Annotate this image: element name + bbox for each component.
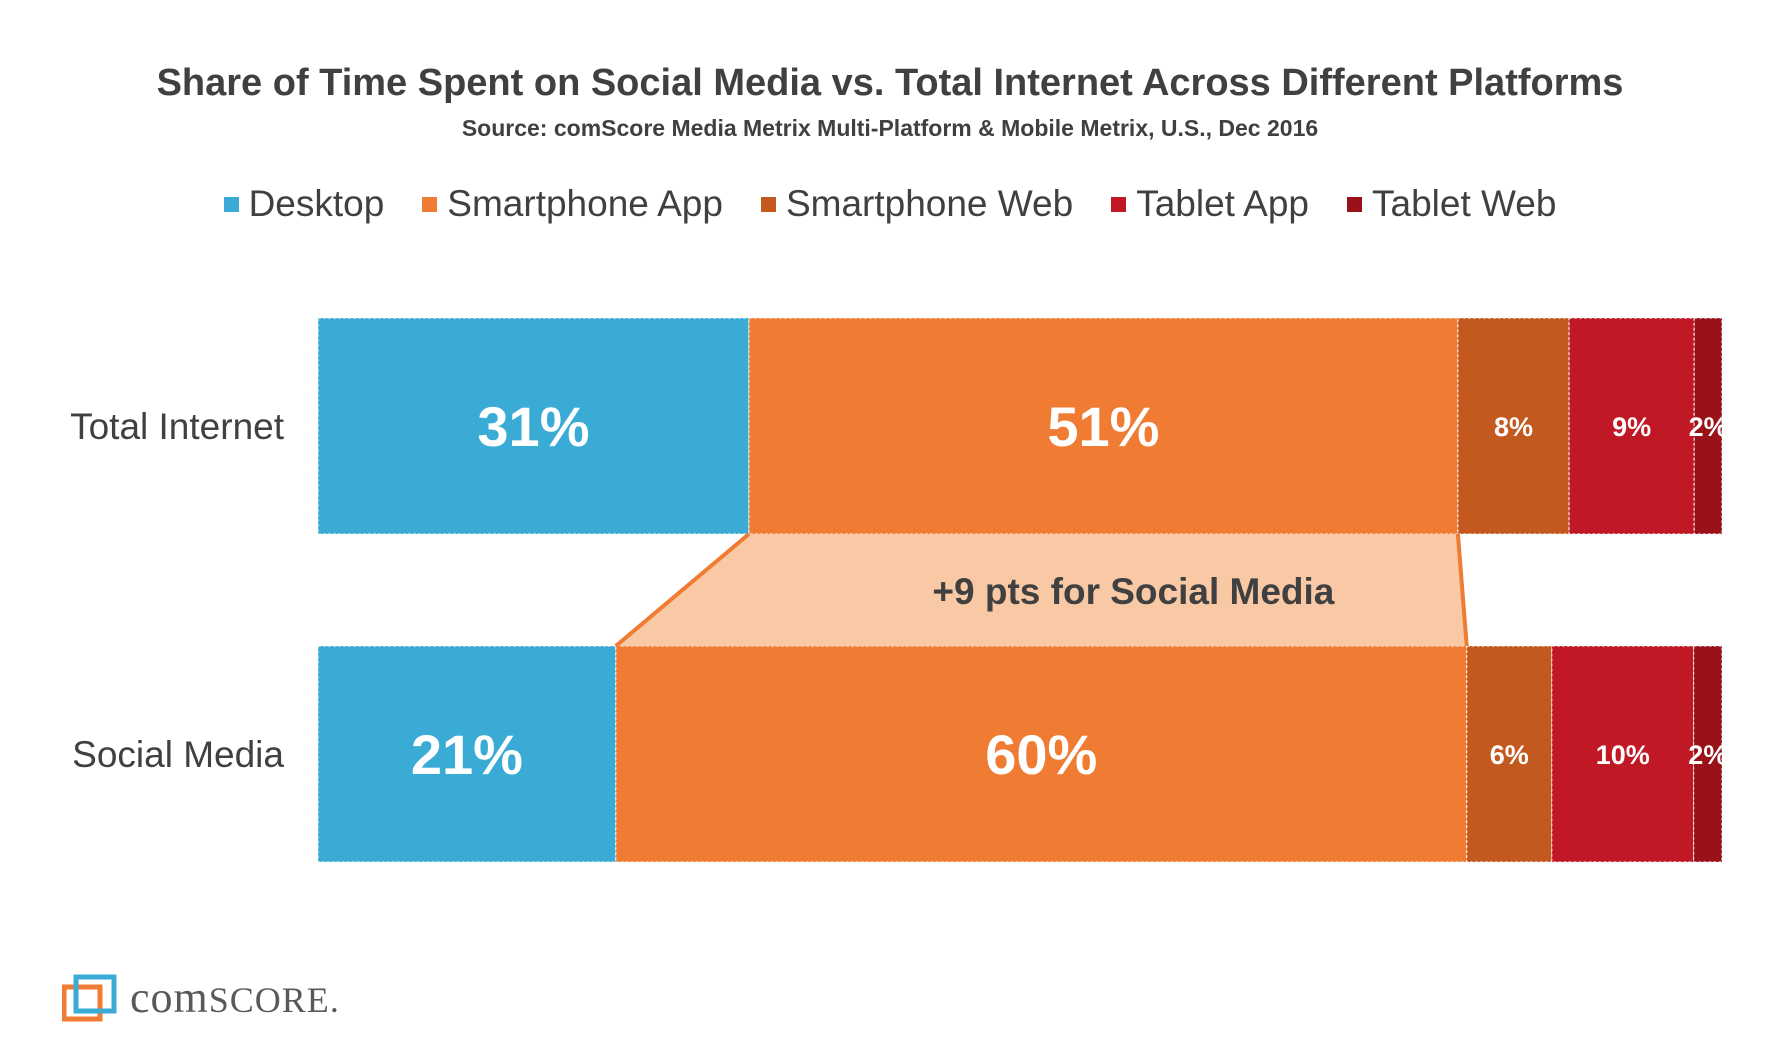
legend-label: Desktop <box>248 183 385 224</box>
bar-segment-smartphone-app <box>615 645 1468 863</box>
legend-swatch <box>223 196 239 212</box>
legend-label: Smartphone Web <box>785 183 1074 224</box>
legend-item-tablet-app: Tablet App <box>1111 183 1309 225</box>
comscore-logo-text: comSCORE. <box>130 973 340 1022</box>
data-label: 60% <box>985 723 1097 786</box>
category-label: Total Internet <box>70 406 285 447</box>
legend-item-smartphone-web: Smartphone Web <box>760 183 1074 225</box>
bar-segment-smartphone-web <box>1466 645 1553 863</box>
legend-label: Tablet Web <box>1372 183 1557 224</box>
legend-swatch <box>1347 196 1363 212</box>
bar-segment-desktop <box>317 317 750 535</box>
chart-subtitle: Source: comScore Media Metrix Multi-Plat… <box>461 115 1319 141</box>
legend-item-tablet-web: Tablet Web <box>1347 183 1556 225</box>
legend: Desktop Smartphone App Smartphone Web Table… <box>0 183 1780 225</box>
annotation-text: +9 pts for Social Media <box>932 571 1334 612</box>
legend-swatch <box>422 196 438 212</box>
legend-swatch <box>1111 196 1127 212</box>
bar-segment-tablet-web <box>1693 317 1723 535</box>
bar-segment-tablet-app <box>1551 645 1695 863</box>
bar-segment-tablet-app <box>1568 317 1695 535</box>
data-label: 10% <box>1596 740 1650 770</box>
data-label: 2% <box>1688 740 1727 770</box>
annotation-connector-right-edge <box>1455 533 1469 647</box>
bar-segment-smartphone-web <box>1457 317 1570 535</box>
bar-segment-tablet-web <box>1693 645 1723 863</box>
annotation-connector-left-edge <box>614 532 751 648</box>
data-label: 6% <box>1490 740 1529 770</box>
data-label: 9% <box>1612 412 1651 442</box>
legend-item-desktop: Desktop <box>223 183 385 225</box>
legend-label: Tablet App <box>1136 183 1310 224</box>
chart-title: Share of Time Spent on Social Media vs. … <box>156 62 1624 104</box>
data-label: 21% <box>411 723 523 786</box>
comscore-logo: comSCORE. <box>62 972 340 1023</box>
legend-item-smartphone-app: Smartphone App <box>422 183 723 225</box>
bar-segment-desktop <box>317 645 617 863</box>
data-label: 31% <box>477 395 589 458</box>
legend-swatch <box>760 196 776 212</box>
comscore-logo-icon <box>62 974 117 1021</box>
category-label: Social Media <box>72 734 284 775</box>
bar-segment-smartphone-app <box>748 317 1459 535</box>
data-label: 51% <box>1047 395 1159 458</box>
annotation-connector <box>615 534 1467 646</box>
data-label: 2% <box>1689 412 1728 442</box>
data-label: 8% <box>1494 412 1533 442</box>
legend-label: Smartphone App <box>447 183 723 224</box>
